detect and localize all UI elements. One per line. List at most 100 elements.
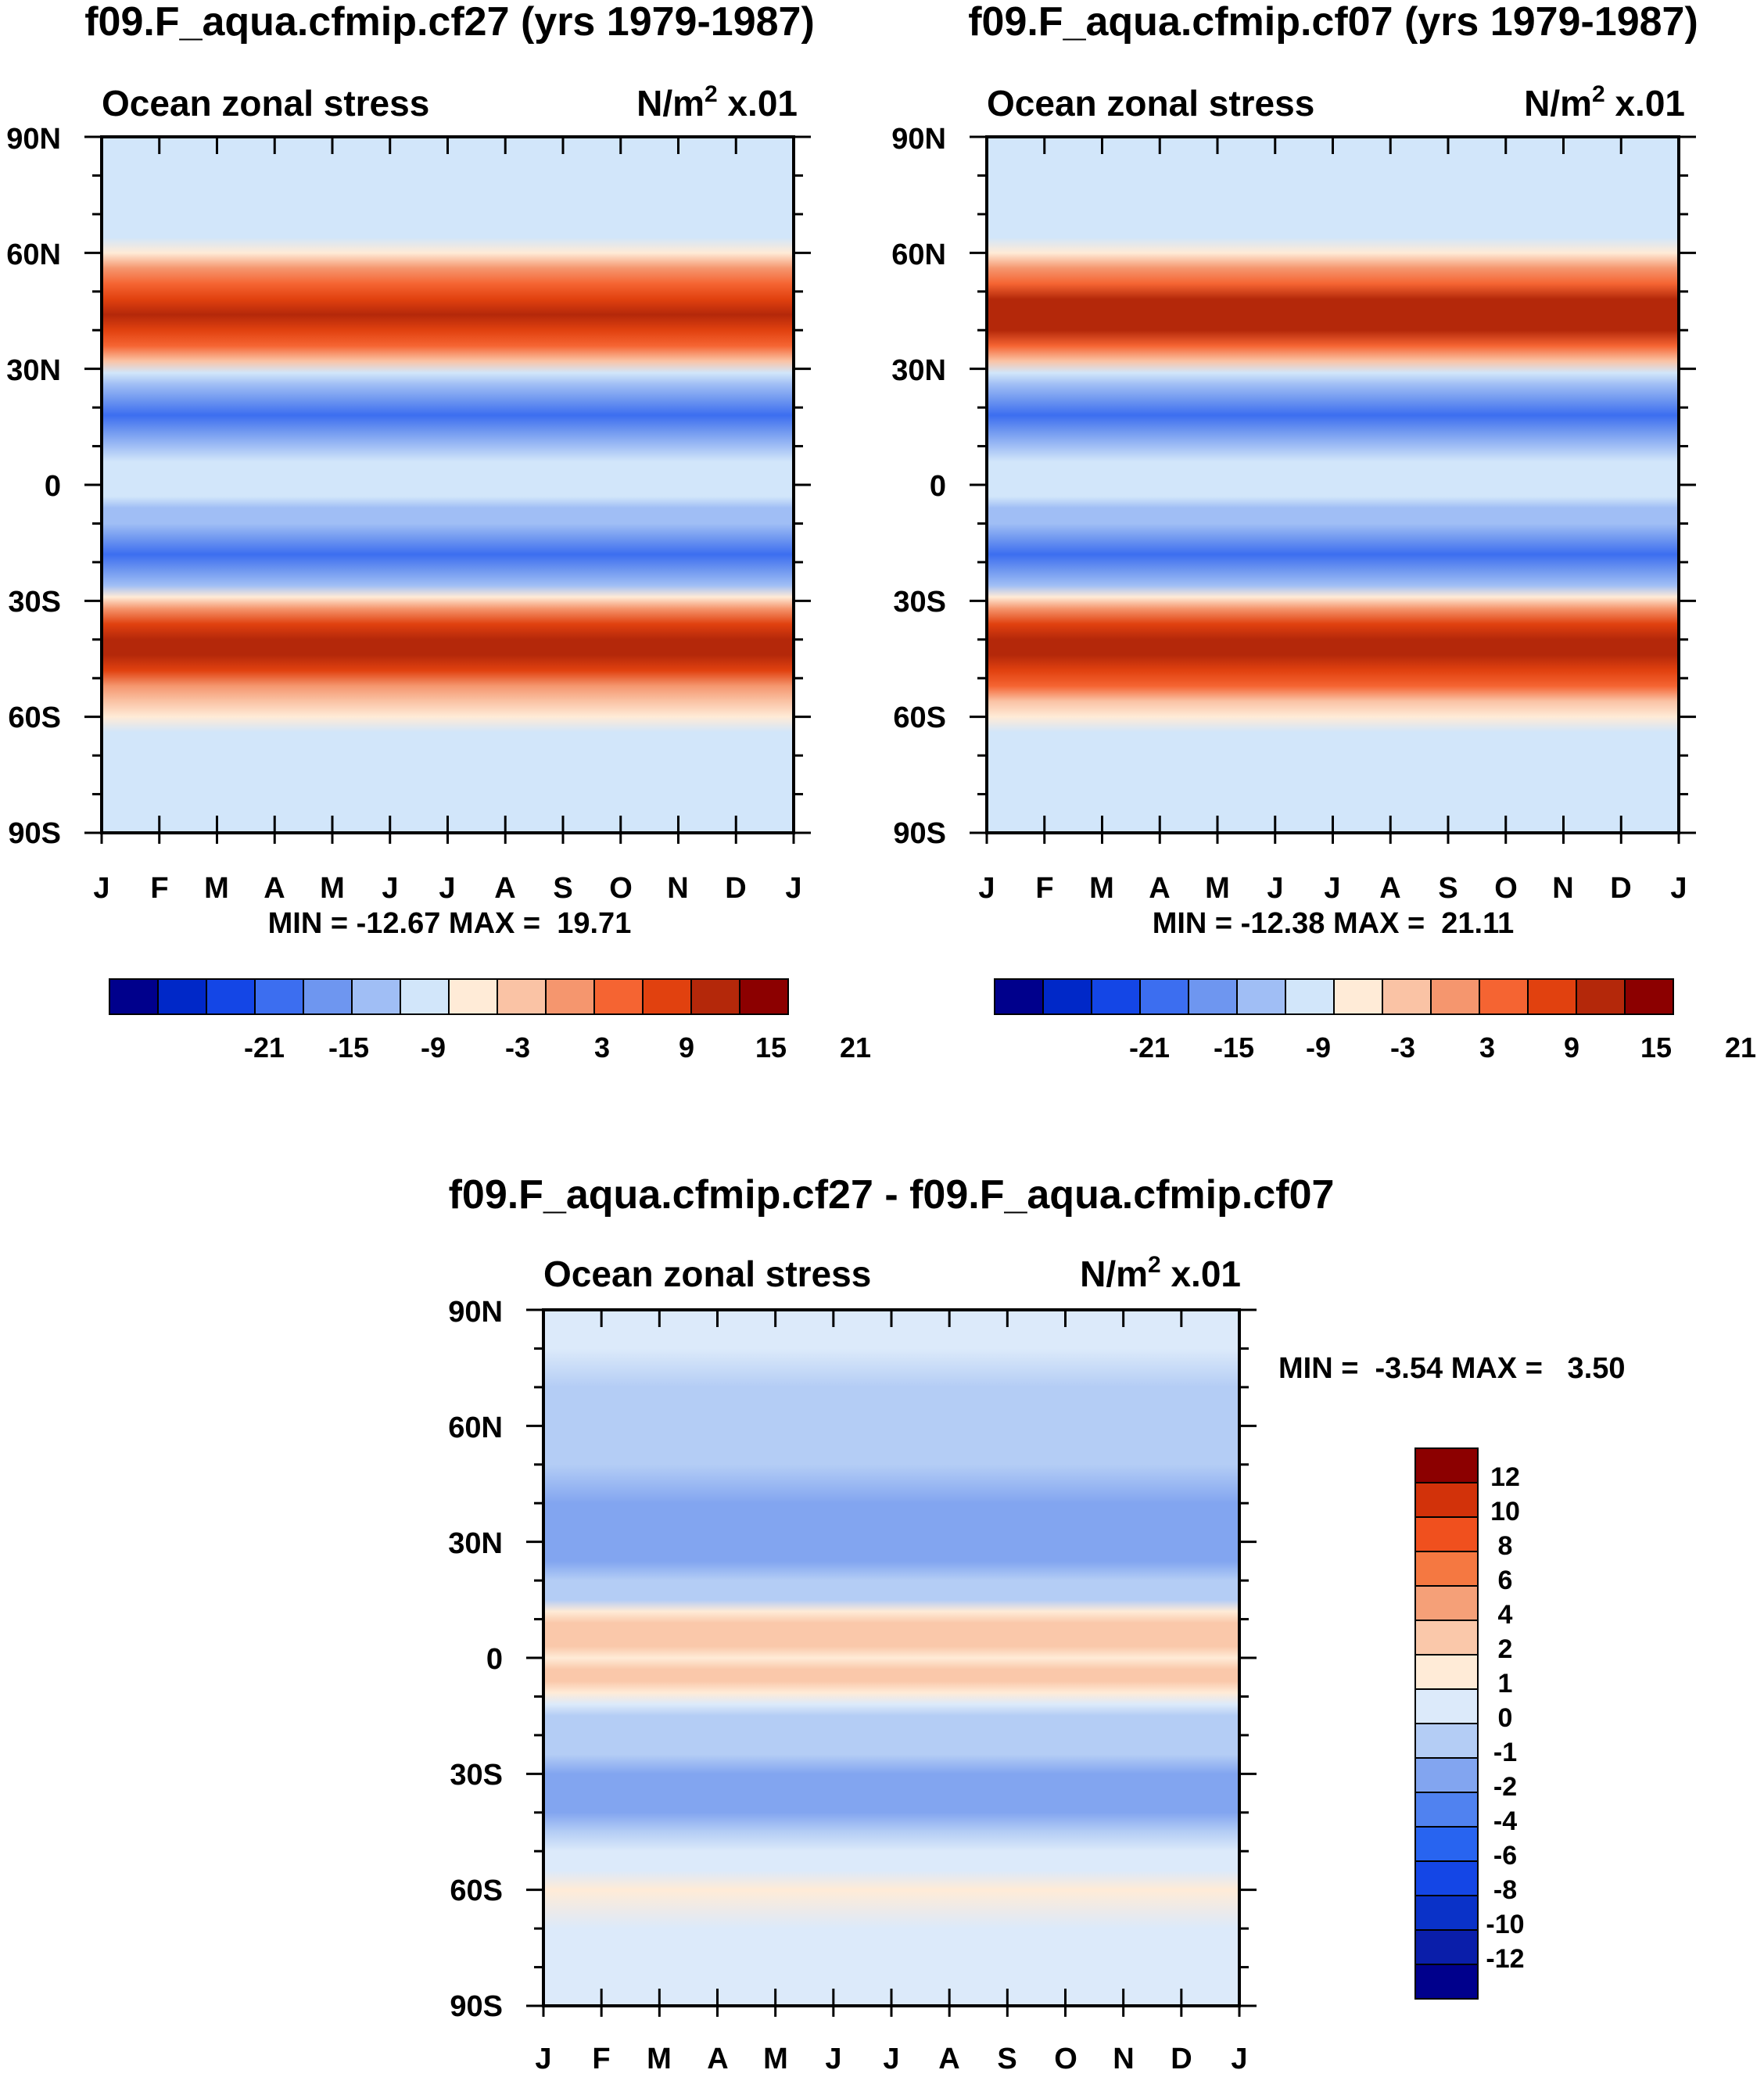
x-tick-label: A — [1379, 872, 1400, 905]
colorbar-swatch — [1285, 978, 1335, 1015]
x-tick-label: D — [725, 872, 746, 905]
panel-cf27: f09.F_aqua.cfmip.cf27 (yrs 1979-1987) Oc… — [6, 0, 871, 1064]
y-axis-labels: 90N 60N 30N 0 30S 60S 90S — [6, 123, 61, 850]
y-tick-label: 30N — [891, 354, 946, 387]
colorbar-tick-label: 8 — [1498, 1531, 1513, 1561]
colorbar-swatch — [1414, 1929, 1479, 1965]
colorbar-swatch — [1430, 978, 1480, 1015]
y-tick-label: 30S — [450, 1759, 503, 1792]
x-tick-label: J — [382, 872, 398, 905]
colorbar-swatch — [690, 978, 740, 1015]
colorbar-tick-label: -6 — [1493, 1841, 1517, 1871]
colorbar-tick-label: -1 — [1493, 1738, 1517, 1767]
colorbar-swatch — [1382, 978, 1432, 1015]
colorbar-swatch — [303, 978, 353, 1015]
colorbar-tick-label: 9 — [1564, 1031, 1579, 1064]
colorbar-tick-label: 21 — [840, 1031, 871, 1064]
colorbar — [994, 978, 1674, 1015]
x-tick-label: J — [978, 872, 995, 905]
units-label: N/m2 x.01 — [636, 81, 798, 124]
colorbar-swatch — [1414, 1757, 1479, 1793]
colorbar-swatch — [994, 978, 1044, 1015]
colorbar-tick-label: -8 — [1493, 1875, 1517, 1905]
y-tick-label: 30N — [448, 1527, 503, 1560]
contour-plot: 90N 60N 30N 0 30S 60S 90S J F M A M J J … — [6, 123, 811, 905]
y-tick-label: 90N — [6, 123, 61, 156]
x-tick-label: J — [1231, 2043, 1247, 2075]
colorbar-swatch — [1414, 1792, 1479, 1828]
colorbar-swatch — [1414, 1620, 1479, 1656]
colorbar-tick-label: 15 — [755, 1031, 787, 1064]
colorbar-swatch — [1527, 978, 1577, 1015]
contour-field — [543, 1310, 1239, 2006]
colorbar-swatch — [1414, 1723, 1479, 1759]
colorbar-swatch — [1414, 1964, 1479, 2000]
y-tick-label: 60N — [448, 1412, 503, 1444]
x-tick-label: A — [1149, 872, 1170, 905]
x-tick-label: S — [553, 872, 572, 905]
colorbar-swatch — [545, 978, 595, 1015]
colorbar-swatch — [642, 978, 692, 1015]
x-tick-label: O — [1054, 2043, 1077, 2075]
axis-ticks — [84, 135, 811, 844]
x-tick-label: F — [592, 2043, 610, 2075]
x-tick-label: A — [938, 2043, 959, 2075]
x-axis-labels: J F M A M J J A S O N D J — [93, 872, 801, 905]
colorbar-swatch — [109, 978, 159, 1015]
x-tick-label: J — [1267, 872, 1283, 905]
colorbar-tick-label: -12 — [1486, 1944, 1524, 1974]
min-max-label: MIN = -12.67 MAX = 19.71 — [268, 907, 632, 940]
axis-ticks — [970, 135, 1696, 844]
colorbar-tick-label: 2 — [1498, 1634, 1513, 1664]
x-tick-label: F — [150, 872, 168, 905]
contour-field — [102, 137, 794, 833]
x-tick-label: S — [1438, 872, 1457, 905]
colorbar-tick-label: 4 — [1498, 1600, 1513, 1630]
variable-label: Ocean zonal stress — [987, 83, 1314, 124]
contour-plot: 90N 60N 30N 0 30S 60S 90S J F M A M J J … — [448, 1296, 1257, 2075]
units-label: N/m2 x.01 — [1524, 81, 1685, 124]
colorbar-swatch — [448, 978, 498, 1015]
y-axis-labels: 90N 60N 30N 0 30S 60S 90S — [448, 1296, 503, 2023]
y-tick-label: 30S — [893, 586, 946, 619]
y-tick-label: 0 — [930, 470, 946, 503]
x-tick-label: N — [1552, 872, 1573, 905]
colorbar-swatch — [1042, 978, 1092, 1015]
y-tick-label: 60N — [891, 239, 946, 271]
x-tick-label: M — [204, 872, 229, 905]
variable-label: Ocean zonal stress — [543, 1254, 871, 1294]
colorbar-swatch — [1188, 978, 1238, 1015]
colorbar-swatch — [1414, 1688, 1479, 1724]
x-tick-label: A — [707, 2043, 728, 2075]
x-tick-label: D — [1171, 2043, 1192, 2075]
colorbar-swatch — [1333, 978, 1383, 1015]
colorbar-tick-label: -10 — [1486, 1910, 1524, 1939]
colorbar-swatch — [1624, 978, 1674, 1015]
x-tick-label: J — [1670, 872, 1687, 905]
colorbar-tick-label: 0 — [1498, 1703, 1513, 1733]
colorbar-tick-label: -15 — [328, 1031, 369, 1064]
colorbar-swatch — [497, 978, 547, 1015]
colorbar-swatch — [206, 978, 256, 1015]
colorbar-tick-label: 12 — [1490, 1462, 1520, 1492]
y-tick-label: 90S — [450, 1990, 503, 2023]
variable-label: Ocean zonal stress — [102, 83, 429, 124]
y-tick-label: 0 — [45, 470, 61, 503]
colorbar-swatch — [1414, 1585, 1479, 1621]
panel-cf07: f09.F_aqua.cfmip.cf07 (yrs 1979-1987) Oc… — [891, 0, 1756, 1064]
panel-difference: f09.F_aqua.cfmip.cf27 - f09.F_aqua.cfmip… — [448, 1172, 1625, 2075]
y-tick-label: 90S — [893, 817, 946, 850]
x-tick-label: J — [439, 872, 455, 905]
x-tick-label: J — [785, 872, 801, 905]
colorbar-tick-label: -4 — [1493, 1806, 1517, 1836]
y-tick-label: 0 — [486, 1643, 503, 1676]
colorbar-swatch — [400, 978, 450, 1015]
x-tick-label: N — [1113, 2043, 1134, 2075]
panel-title: f09.F_aqua.cfmip.cf27 (yrs 1979-1987) — [84, 0, 815, 45]
y-tick-label: 60N — [6, 239, 61, 271]
colorbar-labels: -21 -15 -9 -3 3 9 15 21 — [244, 1031, 871, 1064]
y-tick-label: 60S — [893, 701, 946, 734]
colorbar-swatch — [1414, 1482, 1479, 1518]
colorbar-tick-label: 3 — [1479, 1031, 1495, 1064]
x-tick-label: J — [535, 2043, 551, 2075]
